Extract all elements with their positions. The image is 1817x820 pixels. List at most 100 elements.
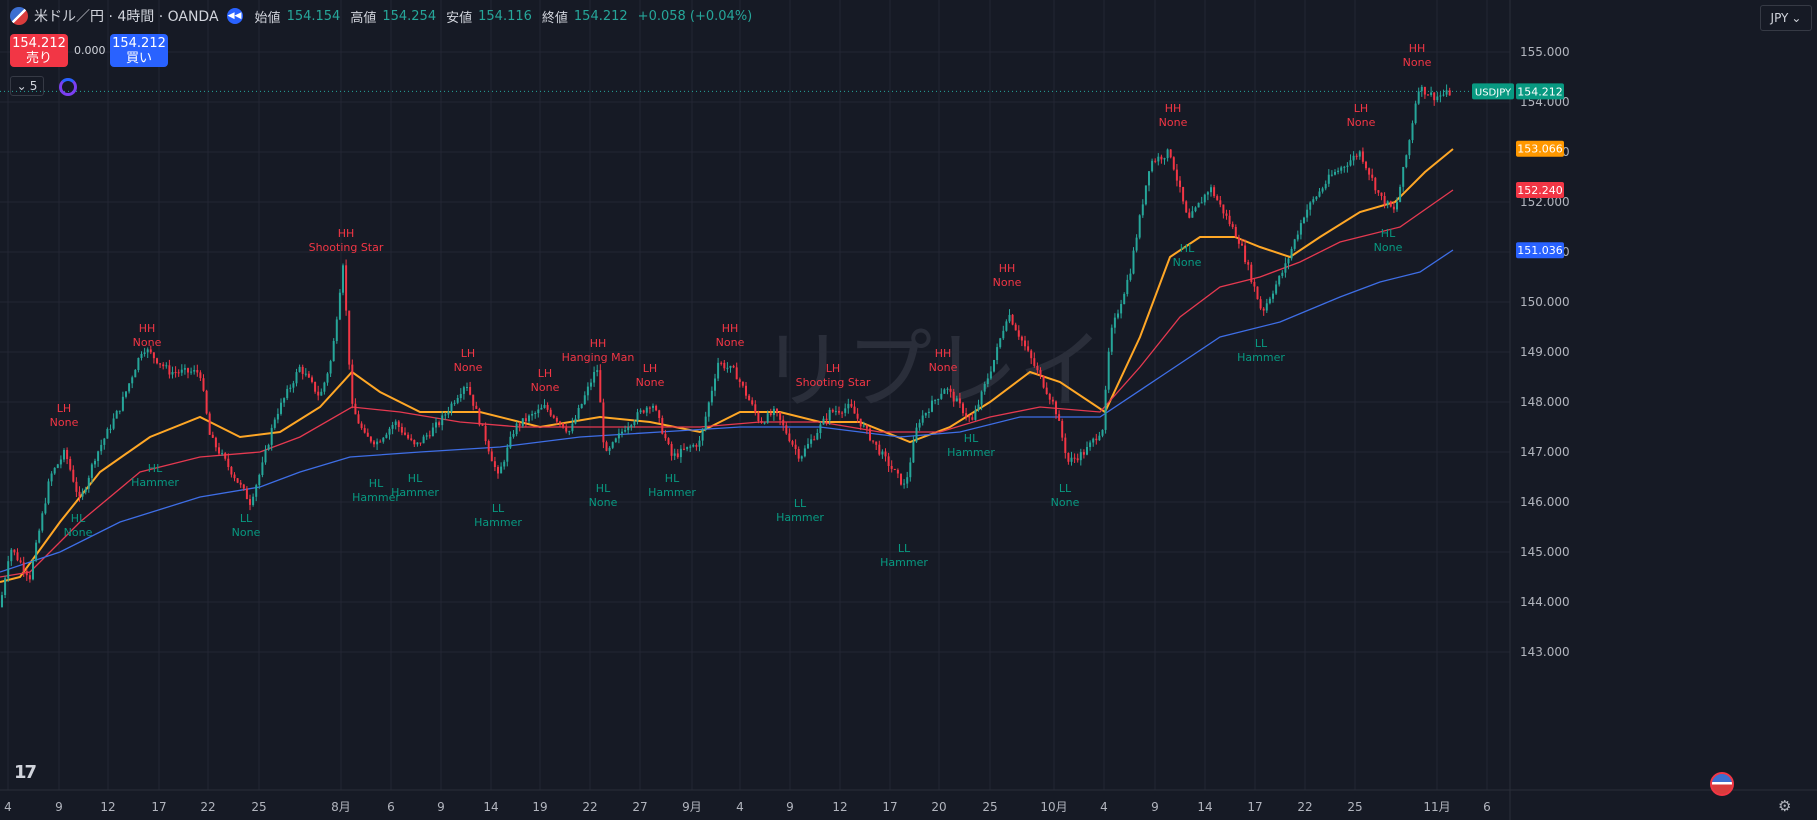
candle-body <box>745 385 747 396</box>
candle-body <box>958 398 961 404</box>
candle-body <box>1293 239 1296 249</box>
x-tick-label: 12 <box>100 800 115 814</box>
replay-icon[interactable]: ◀◀ <box>226 8 243 24</box>
candle-body <box>630 425 633 427</box>
candle-body <box>165 365 168 367</box>
candle-body <box>1213 187 1216 197</box>
candle-body <box>1247 262 1250 265</box>
candle-body <box>921 415 924 423</box>
x-tick-label: 9 <box>1151 800 1159 814</box>
swing-high-label: None <box>1403 56 1432 69</box>
candle-body <box>859 418 862 427</box>
candle-body <box>1284 263 1287 273</box>
candle-body <box>872 440 875 442</box>
buy-label: 買い <box>125 50 152 66</box>
swing-high-label: None <box>531 381 560 394</box>
candle-body <box>1306 209 1309 218</box>
candle-body <box>90 464 93 478</box>
candle-body <box>741 381 744 386</box>
candle-body <box>927 411 930 413</box>
candle-body <box>881 451 884 455</box>
candle-body <box>896 469 899 474</box>
candle-body <box>121 396 124 411</box>
candle-body <box>221 453 224 455</box>
currency-flag-icon <box>10 7 28 25</box>
candle-body <box>1420 86 1423 92</box>
candle-body <box>853 406 856 414</box>
symbol-header: 米ドル／円 · 4時間 · OANDA ◀◀ 始値 154.154 高値 154.2… <box>10 6 752 26</box>
close-value: 154.212 <box>573 8 628 24</box>
candle-body <box>140 354 143 358</box>
candle-body <box>224 453 227 459</box>
price-axis-tag-text: 154.212 <box>1517 85 1563 98</box>
candle-body <box>1439 95 1442 97</box>
candle-body <box>1033 358 1036 366</box>
us-flag-icon[interactable] <box>1710 772 1734 796</box>
swing-low-label: LL <box>1059 482 1072 495</box>
candle-body <box>583 395 586 404</box>
candle-body <box>1011 314 1014 325</box>
candle-body <box>875 441 878 445</box>
x-tick-label: 9 <box>786 800 794 814</box>
swing-low-label: Hammer <box>391 486 439 499</box>
gear-icon[interactable]: ⚙ <box>1778 797 1792 815</box>
indicator-toggle-button[interactable]: ⌄ 5 <box>10 76 44 96</box>
candle-body <box>766 413 769 423</box>
candle-body <box>357 414 360 424</box>
candle-body <box>1222 204 1225 214</box>
candle-body <box>822 418 825 425</box>
trade-buttons: 154.212 売り 0.000 154.212 買い <box>10 34 168 67</box>
symbol-title[interactable]: 米ドル／円 · 4時間 · OANDA <box>34 9 219 25</box>
swing-low-label: LL <box>1255 337 1268 350</box>
tradingview-logo-icon[interactable]: 17 <box>14 762 37 783</box>
candle-body <box>78 491 81 497</box>
swing-low-label: LL <box>240 512 253 525</box>
swing-high-label: None <box>636 376 665 389</box>
y-tick-label: 149.000 <box>1520 345 1570 359</box>
candle-body <box>1172 157 1175 170</box>
candle-body <box>1089 442 1092 447</box>
candle-body <box>1389 201 1392 207</box>
candle-body <box>627 427 630 431</box>
price-axis-tag <box>1516 182 1564 198</box>
currency-select[interactable]: JPY ⌄ <box>1760 5 1812 31</box>
candle-body <box>422 436 425 444</box>
candle-body <box>791 441 794 445</box>
candle-body <box>1399 186 1402 203</box>
x-tick-label: 25 <box>251 800 266 814</box>
candle-body <box>1417 91 1420 104</box>
swing-low-label: LL <box>794 497 807 510</box>
candle-body <box>28 575 31 580</box>
candle-body <box>537 409 540 414</box>
candle-body <box>661 418 664 434</box>
candle-body <box>264 450 267 463</box>
candle-body <box>1371 174 1374 178</box>
candle-body <box>19 560 22 563</box>
candle-body <box>1098 435 1101 441</box>
candle-body <box>84 488 87 493</box>
candle-body <box>869 428 871 441</box>
swing-low-label: HL <box>665 472 680 485</box>
candle-body <box>785 425 788 434</box>
sell-button[interactable]: 154.212 売り <box>10 34 68 67</box>
candle-body <box>1290 248 1293 259</box>
candle-body <box>624 430 627 432</box>
candle-body <box>555 417 558 422</box>
candle-body <box>776 408 778 413</box>
candle-body <box>307 373 310 378</box>
candle-body <box>912 441 915 463</box>
candle-body <box>726 367 729 369</box>
swing-low-label: HL <box>148 462 163 475</box>
swing-high-label: LH <box>643 362 657 375</box>
candle-body <box>1042 375 1045 388</box>
buy-button[interactable]: 154.212 買い <box>110 34 168 67</box>
candle-body <box>1138 215 1141 238</box>
candle-body <box>1188 212 1191 218</box>
candle-body <box>636 412 639 422</box>
candle-body <box>1278 275 1281 285</box>
candle-body <box>658 410 661 418</box>
candle-body <box>735 367 738 380</box>
candle-body <box>1148 171 1150 186</box>
candle-body <box>1194 207 1197 212</box>
